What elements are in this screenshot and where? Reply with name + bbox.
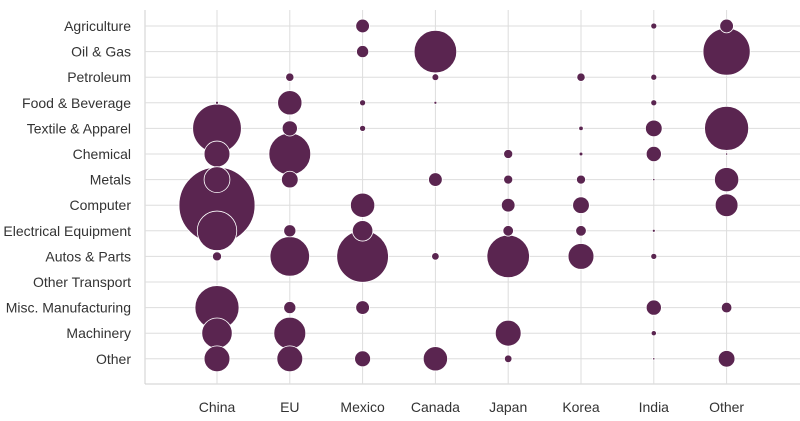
bubble-autos-and-parts-canada: [431, 252, 440, 261]
bubble-agriculture-mexico: [355, 18, 370, 34]
bubble-other-india: [652, 357, 656, 361]
y-tick-label-other: Other: [96, 351, 131, 367]
bubble-other-eu: [276, 345, 304, 373]
y-tick-label-food-and-beverage: Food & Beverage: [22, 95, 131, 111]
x-tick-label-other: Other: [709, 399, 744, 415]
bubble-petroleum-eu: [285, 72, 295, 82]
bubble-petroleum-korea: [576, 72, 586, 82]
bubble-machinery-india: [650, 330, 657, 337]
bubble-computer-japan: [500, 197, 516, 213]
x-tick-label-china: China: [199, 399, 236, 415]
bubble-other-japan: [504, 354, 513, 363]
y-tick-label-oil-and-gas: Oil & Gas: [71, 44, 131, 60]
bubble-electrical-equipment-china: [196, 210, 238, 251]
bubble-textile-and-apparel-india: [645, 119, 663, 138]
bubble-misc-manufacturing-eu: [283, 301, 297, 315]
bubble-machinery-china: [201, 317, 233, 349]
y-tick-label-electrical-equipment: Electrical Equipment: [3, 223, 131, 239]
bubble-textile-and-apparel-korea: [578, 125, 584, 132]
y-axis-labels: Agriculture Oil & Gas Petroleum Food & Beve…: [3, 18, 131, 367]
bubble-electrical-equipment-korea: [575, 225, 587, 237]
grid: [144, 10, 800, 385]
bubble-chemical-other: [724, 152, 729, 156]
x-tick-label-japan: Japan: [489, 399, 527, 415]
bubble-misc-manufacturing-india: [645, 299, 662, 316]
bubble-agriculture-other: [719, 18, 734, 34]
y-tick-label-petroleum: Petroleum: [67, 69, 131, 85]
bubble-other-mexico: [354, 350, 371, 368]
bubble-food-and-beverage-china: [215, 100, 219, 105]
bubble-metals-canada: [428, 172, 443, 187]
bubble-autos-and-parts-eu: [269, 236, 310, 277]
x-tick-label-india: India: [639, 399, 670, 415]
bubble-misc-manufacturing-mexico: [355, 300, 370, 315]
y-tick-label-machinery: Machinery: [66, 325, 131, 341]
bubble-petroleum-india: [650, 73, 658, 81]
bubble-oil-and-gas-canada: [413, 29, 458, 74]
bubble-textile-and-apparel-other: [704, 105, 750, 151]
bubble-machinery-eu: [273, 316, 307, 350]
bubble-machinery-japan: [494, 319, 522, 347]
bubble-other-other: [717, 350, 736, 368]
bubble-oil-and-gas-other: [702, 27, 751, 76]
bubble-textile-and-apparel-mexico: [359, 124, 367, 132]
bubble-oil-and-gas-mexico: [356, 45, 370, 59]
bubble-petroleum-canada: [431, 73, 440, 82]
y-tick-label-metals: Metals: [90, 172, 131, 188]
bubble-metals-china: [203, 166, 231, 193]
x-tick-label-eu: EU: [280, 399, 299, 415]
bubble-chemical-china: [203, 140, 231, 168]
bubble-electrical-equipment-eu: [283, 224, 297, 238]
bubble-computer-korea: [572, 196, 590, 214]
bubbles: [178, 18, 751, 373]
bubble-autos-and-parts-japan: [486, 234, 530, 279]
bubble-metals-japan: [503, 174, 514, 185]
bubble-other-china: [203, 345, 231, 373]
bubble-autos-and-parts-china: [212, 251, 222, 262]
bubble-food-and-beverage-canada: [433, 100, 438, 105]
x-tick-label-mexico: Mexico: [340, 399, 385, 415]
bubble-autos-and-parts-korea: [567, 243, 595, 270]
bubble-food-and-beverage-eu: [277, 90, 303, 116]
y-tick-label-other-transport: Other Transport: [33, 274, 131, 290]
y-tick-label-misc-manufacturing: Misc. Manufacturing: [6, 300, 131, 316]
bubble-metals-india: [652, 178, 656, 182]
bubble-computer-other: [714, 193, 739, 218]
bubble-food-and-beverage-india: [650, 99, 658, 107]
y-tick-label-agriculture: Agriculture: [64, 18, 131, 34]
y-tick-label-textile-and-apparel: Textile & Apparel: [27, 120, 131, 136]
bubble-electrical-equipment-india: [651, 228, 656, 233]
bubble-other-canada: [422, 346, 448, 372]
bubble-chemical-korea: [578, 151, 584, 157]
y-tick-label-chemical: Chemical: [73, 146, 131, 162]
x-tick-label-canada: Canada: [411, 399, 460, 415]
bubble-textile-and-apparel-eu: [281, 120, 298, 137]
bubble-electrical-equipment-japan: [502, 225, 514, 237]
bubble-metals-other: [714, 167, 740, 193]
bubble-chemical-india: [645, 145, 662, 162]
bubble-autos-and-parts-india: [650, 252, 658, 260]
bubble-agriculture-india: [650, 22, 658, 30]
bubble-metals-korea: [576, 174, 586, 185]
bubble-computer-mexico: [350, 192, 376, 218]
y-tick-label-autos-and-parts: Autos & Parts: [45, 248, 131, 264]
bubble-food-and-beverage-mexico: [359, 99, 367, 107]
bubble-chemical-eu: [268, 132, 312, 176]
bubble-chemical-japan: [503, 149, 514, 159]
bubble-electrical-equipment-mexico: [351, 220, 374, 242]
bubble-misc-manufacturing-other: [720, 301, 733, 314]
y-tick-label-computer: Computer: [70, 197, 132, 213]
bubble-metals-eu: [281, 170, 299, 189]
x-tick-label-korea: Korea: [562, 399, 600, 415]
x-axis-labels: China EU Mexico Canada Japan Korea India Other: [199, 399, 745, 415]
